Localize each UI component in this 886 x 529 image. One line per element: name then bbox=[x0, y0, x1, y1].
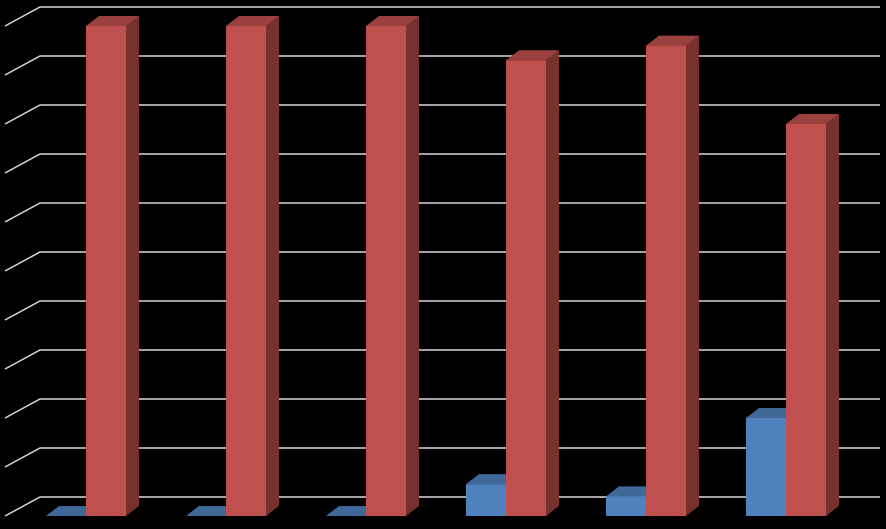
bar-3d bbox=[46, 506, 99, 516]
bar-3d bbox=[86, 16, 139, 516]
bar-3d bbox=[646, 35, 699, 516]
bar bbox=[506, 60, 546, 517]
grid-line bbox=[4, 55, 880, 76]
bar-top bbox=[186, 506, 239, 516]
bar-side bbox=[126, 16, 139, 516]
grid-line bbox=[4, 300, 880, 321]
bar-side bbox=[406, 16, 419, 516]
grid-line bbox=[4, 153, 880, 174]
bar-top bbox=[646, 35, 699, 46]
bar-top bbox=[46, 506, 99, 516]
grid-line bbox=[4, 202, 880, 223]
bar-side bbox=[686, 35, 699, 516]
bar-top bbox=[86, 16, 139, 26]
bar-top bbox=[226, 16, 279, 26]
bar-top bbox=[606, 486, 659, 497]
bar-top bbox=[746, 408, 799, 418]
bar-side bbox=[826, 114, 839, 516]
bar bbox=[466, 484, 506, 516]
bar bbox=[226, 26, 266, 516]
grid-line bbox=[4, 251, 880, 272]
bar-3d bbox=[326, 506, 379, 516]
bar-3d bbox=[226, 16, 279, 516]
bar bbox=[786, 124, 826, 516]
bar bbox=[606, 496, 646, 516]
bar-3d bbox=[506, 50, 559, 517]
bar-top bbox=[506, 50, 559, 61]
bar bbox=[746, 418, 786, 516]
bar-top bbox=[366, 16, 419, 26]
bar-3d bbox=[366, 16, 419, 516]
bar-top bbox=[326, 506, 379, 516]
grid-line bbox=[4, 447, 880, 468]
bar-3d bbox=[786, 114, 839, 516]
bar-top bbox=[786, 114, 839, 124]
grid-line bbox=[4, 6, 880, 27]
grid-line bbox=[4, 496, 880, 517]
bar bbox=[366, 26, 406, 516]
grid-line bbox=[4, 104, 880, 125]
grid-line bbox=[4, 398, 880, 419]
grid-line bbox=[4, 349, 880, 370]
bar-side bbox=[266, 16, 279, 516]
bar bbox=[646, 45, 686, 516]
bar-top bbox=[466, 474, 519, 485]
bar-side bbox=[546, 50, 559, 517]
bar-3d bbox=[186, 506, 239, 516]
bar bbox=[86, 26, 126, 516]
